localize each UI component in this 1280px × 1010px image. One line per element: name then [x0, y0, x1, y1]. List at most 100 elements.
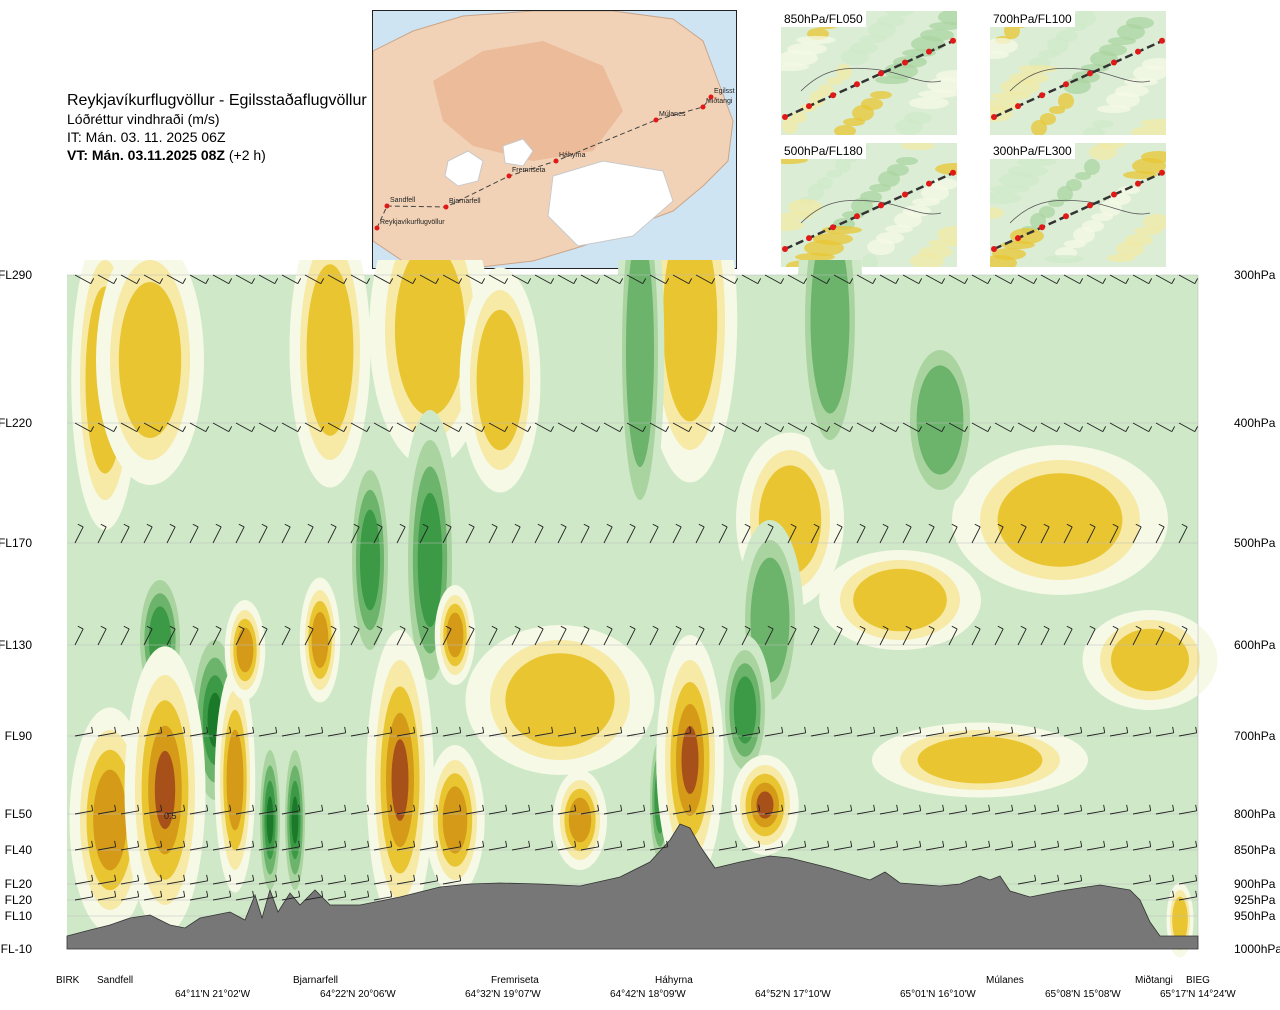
wind-barb-flag — [436, 840, 439, 847]
wind-barb — [925, 422, 943, 433]
wind-barb-flag — [665, 278, 670, 284]
wind-barb — [534, 526, 544, 544]
wind-barb-flag — [583, 523, 590, 528]
wind-barb — [511, 422, 529, 433]
wind-barb — [74, 846, 93, 851]
wind-barb — [1017, 526, 1027, 544]
wind-barb-flag — [1195, 726, 1198, 733]
wind-barb-flag — [757, 426, 762, 432]
wind-barb — [350, 526, 360, 544]
wind-barb-flag — [298, 840, 301, 847]
wind-barb — [787, 274, 805, 285]
wind-barb — [787, 526, 797, 544]
wind-barb — [74, 274, 92, 285]
wind-barb-flag — [482, 840, 485, 847]
wind-barb — [1132, 526, 1142, 544]
wind-barb — [718, 526, 728, 544]
wind-barb — [1178, 628, 1188, 646]
wind-barb-flag — [1089, 625, 1096, 630]
wind-barb — [971, 628, 981, 646]
wind-barb-flag — [274, 426, 279, 432]
x-coordinate-label: 64°11'N 21°02'W — [175, 989, 251, 1000]
wind-barb-flag — [873, 840, 876, 847]
wind-barb — [833, 732, 852, 737]
updraft-contour — [1111, 628, 1189, 692]
wind-barb — [235, 422, 253, 433]
wind-barb-flag — [629, 523, 636, 528]
route-map-graphic: Reykjavíkurflugvöllur Sandfell Bjarnarfell… — [373, 11, 735, 268]
wind-barb — [1086, 274, 1104, 285]
wind-barb — [695, 810, 714, 815]
level-map-shade — [877, 15, 905, 27]
wind-barb — [442, 628, 452, 646]
wind-barb-flag — [711, 278, 716, 284]
wind-barb — [304, 732, 323, 737]
wind-barb — [557, 422, 575, 433]
wind-barb-flag — [780, 278, 785, 284]
waypoint-label: Múlanes — [659, 111, 686, 118]
level-map-shade — [791, 111, 807, 123]
wind-barb-flag — [988, 726, 991, 733]
waypoint-marker — [384, 203, 390, 209]
wind-barb-flag — [459, 804, 462, 811]
wind-barb — [327, 880, 346, 885]
coastline — [1009, 67, 1151, 92]
updraft-contour — [391, 739, 409, 821]
wind-barb-flag — [251, 278, 256, 284]
wind-barb — [626, 732, 645, 737]
level-map-label: 300hPa/FL300 — [990, 143, 1075, 159]
x-coordinate-label: 65°01'N 16°10'W — [900, 989, 976, 1000]
level-map-shade — [938, 11, 957, 25]
wind-barb — [74, 628, 84, 646]
wind-barb — [1086, 846, 1105, 851]
wind-barb-flag — [1195, 804, 1198, 811]
wind-barb — [511, 732, 530, 737]
wind-barb — [74, 526, 84, 544]
waypoint-marker — [1111, 59, 1117, 66]
wind-barb-flag — [1033, 278, 1038, 284]
wind-barb — [603, 526, 613, 544]
updraft-contour — [1172, 896, 1188, 944]
wind-barb-flag — [1135, 523, 1142, 528]
wind-barb — [166, 732, 185, 737]
level-map-shade — [1083, 127, 1105, 135]
y-tick-label-right: 400hPa — [1234, 416, 1276, 430]
wind-barb — [1155, 628, 1165, 646]
wind-barb-flag — [1172, 890, 1175, 897]
wind-barb-flag — [619, 426, 624, 432]
wind-barb — [1063, 880, 1082, 885]
wind-barb-flag — [620, 840, 623, 847]
wind-barb — [971, 526, 981, 544]
y-tick-label-right: 600hPa — [1234, 638, 1276, 652]
wind-barb-flag — [1172, 874, 1175, 881]
wind-barb — [787, 810, 806, 815]
wind-barb — [879, 810, 898, 815]
wind-barb — [649, 732, 668, 737]
wind-barb-flag — [77, 625, 84, 630]
level-map-shade — [990, 192, 1021, 204]
wind-barb-flag — [941, 426, 946, 432]
level-map-shade — [827, 77, 843, 85]
wind-barb-flag — [735, 840, 738, 847]
level-map-graphic — [990, 11, 1166, 135]
wind-barb-flag — [896, 726, 899, 733]
wind-barb — [718, 810, 737, 815]
wind-barb-flag — [330, 625, 337, 630]
wind-barb-flag — [252, 874, 255, 881]
wind-barb-flag — [596, 278, 601, 284]
wind-barb — [603, 628, 613, 646]
wind-barb-flag — [711, 426, 716, 432]
wind-barb — [120, 880, 139, 885]
wind-barb — [74, 422, 92, 433]
wind-barb-flag — [77, 523, 84, 528]
wind-barb — [143, 732, 162, 737]
level-map-shade — [1066, 179, 1082, 191]
wind-barb-flag — [298, 874, 301, 881]
level-map-shade — [836, 64, 852, 80]
x-coordinate-label: 64°22'N 20°06'W — [320, 989, 396, 1000]
wind-barb — [1086, 732, 1105, 737]
wind-barb — [350, 732, 369, 737]
wind-barb-flag — [183, 804, 186, 811]
wind-barb — [764, 810, 783, 815]
wind-barb-flag — [804, 804, 807, 811]
